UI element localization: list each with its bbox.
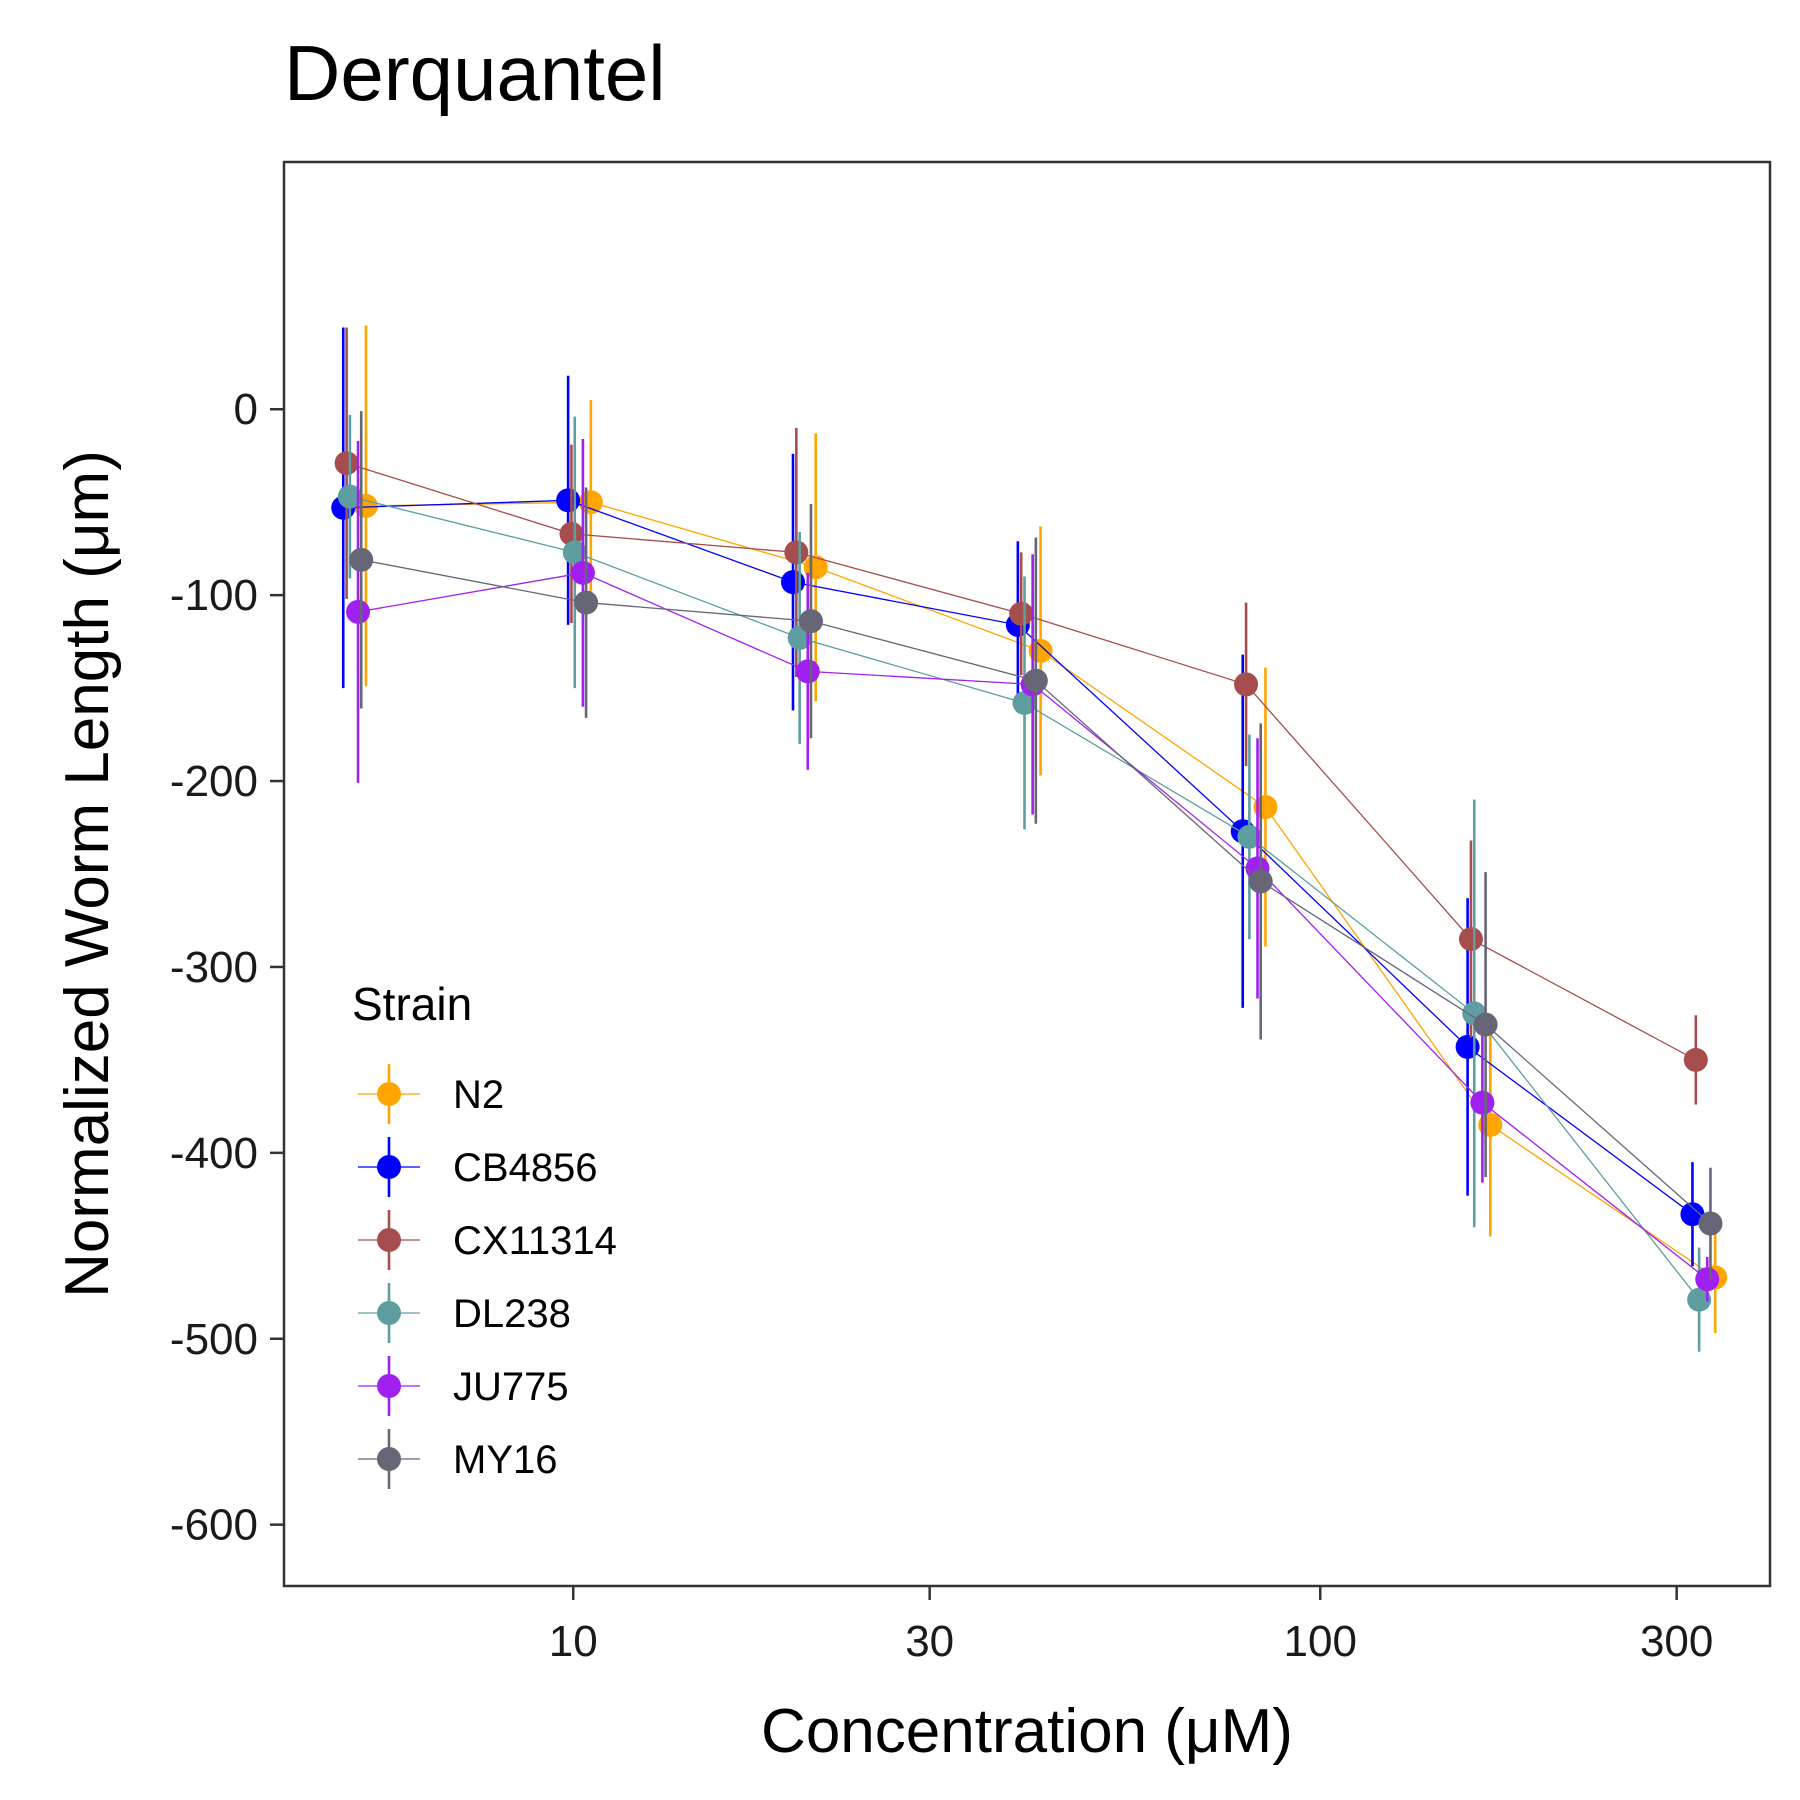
legend-label: MY16 [453,1438,558,1482]
legend-marker [377,1228,401,1252]
data-point [795,659,820,684]
data-point [1237,824,1262,849]
data-point [1695,1267,1720,1292]
series-cx11314 [334,327,1708,1105]
legend-label: JU775 [453,1365,569,1409]
data-point [1009,601,1034,626]
data-point [570,560,595,585]
data-point [562,540,587,565]
x-axis: 10 30 100 300 [549,1586,1713,1666]
legend-item-cb4856: CB4856 [358,1137,598,1197]
data-point [349,547,374,572]
data-point [574,590,599,615]
legend-marker [377,1082,401,1106]
x-tick-label: 300 [1640,1617,1713,1666]
data-point [1012,690,1037,715]
x-axis-title: Concentration (μM) [761,1697,1293,1766]
data-point [1023,668,1048,693]
y-axis-title: Normalized Worm Length (μm) [53,450,122,1298]
legend-item-cx11314: CX11314 [358,1210,617,1270]
data-point [780,570,805,595]
data-point [1680,1202,1705,1227]
x-tick-label: 100 [1284,1617,1357,1666]
data-point [1687,1287,1712,1312]
y-tick-label: -500 [170,1315,258,1364]
data-point [798,609,823,634]
series-layer [331,325,1728,1352]
data-point [1234,672,1259,697]
series-dl238 [337,414,1712,1352]
data-point [346,599,371,624]
data-point [784,540,809,565]
legend-item-my16: MY16 [358,1429,558,1489]
legend: Strain N2 CB4856 CX11314 DL238 JU775 MY16 [352,978,617,1489]
y-tick-label: -600 [170,1501,258,1550]
data-point [1698,1211,1723,1236]
data-point [337,484,362,509]
data-point [556,488,581,513]
legend-item-ju775: JU775 [358,1356,569,1416]
data-point [1248,869,1273,894]
data-point [559,521,584,546]
series-my16 [349,411,1723,1280]
legend-marker [377,1301,401,1325]
data-point [1455,1034,1480,1059]
data-point [1683,1047,1708,1072]
legend-item-n2: N2 [358,1064,504,1124]
data-point [334,451,359,476]
legend-marker [377,1447,401,1471]
chart-title: Derquantel [284,29,666,117]
plot-panel [282,160,1772,1588]
legend-label: CX11314 [453,1219,617,1263]
y-tick-label: -100 [170,571,258,620]
legend-label: DL238 [453,1292,571,1336]
y-tick-label: -200 [170,757,258,806]
data-point [1473,1012,1498,1037]
y-tick-label: -300 [170,943,258,992]
y-tick-label: -400 [170,1129,258,1178]
legend-item-dl238: DL238 [358,1283,571,1343]
legend-marker [377,1155,401,1179]
x-tick-label: 30 [905,1617,954,1666]
data-point [1470,1090,1495,1115]
x-tick-label: 10 [549,1617,598,1666]
y-axis: 0 -100 -200 -300 -400 -500 -600 [170,385,284,1550]
data-point [1458,927,1483,952]
legend-title: Strain [352,978,472,1030]
legend-label: CB4856 [453,1146,598,1190]
legend-label: N2 [453,1073,504,1117]
y-tick-label: 0 [234,385,258,434]
legend-marker [377,1374,401,1398]
